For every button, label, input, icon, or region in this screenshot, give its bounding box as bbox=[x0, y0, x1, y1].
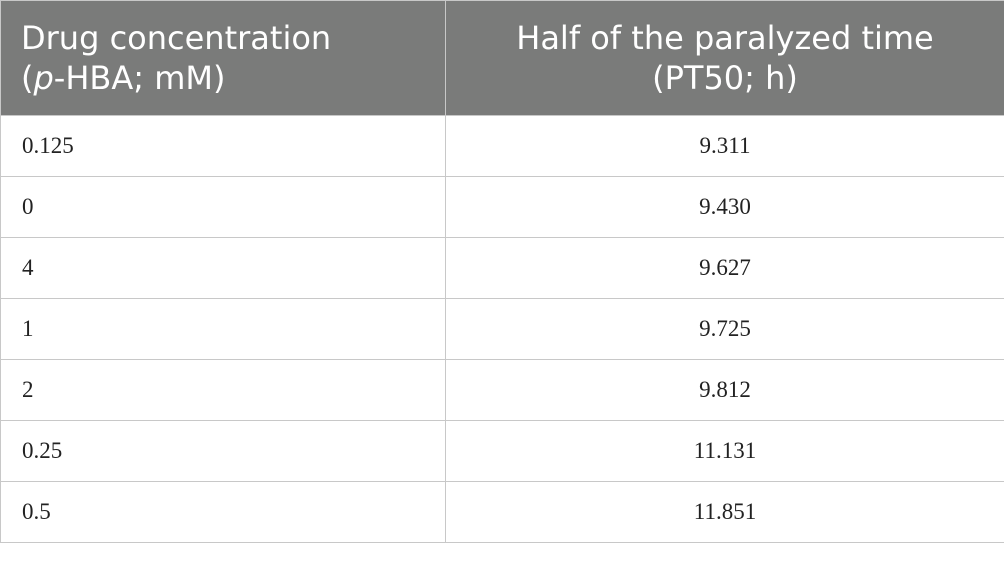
cell-concentration: 0.125 bbox=[0, 115, 446, 177]
header-col1-line2: (p-HBA; mM) bbox=[21, 58, 445, 98]
cell-pt50: 9.725 bbox=[445, 298, 1004, 360]
table-row: 0 9.430 bbox=[0, 176, 1004, 238]
table-row: 0.125 9.311 bbox=[0, 115, 1004, 177]
table-row: 2 9.812 bbox=[0, 359, 1004, 421]
cell-pt50: 11.851 bbox=[445, 481, 1004, 543]
header-col1-rest: -HBA; mM) bbox=[53, 59, 226, 97]
drug-paralysis-table: Drug concentration (p-HBA; mM) Half of t… bbox=[0, 0, 1004, 543]
table-row: 0.25 11.131 bbox=[0, 420, 1004, 482]
header-col1-open-paren: ( bbox=[21, 59, 34, 97]
table-header: Drug concentration (p-HBA; mM) Half of t… bbox=[0, 0, 1004, 116]
header-paralyzed-time: Half of the paralyzed time (PT50; h) bbox=[445, 0, 1004, 116]
header-col2-line2: (PT50; h) bbox=[652, 59, 798, 97]
cell-pt50: 9.627 bbox=[445, 237, 1004, 299]
cell-pt50: 9.812 bbox=[445, 359, 1004, 421]
header-col1-line1: Drug concentration bbox=[21, 19, 332, 57]
table-row: 1 9.725 bbox=[0, 298, 1004, 360]
cell-concentration: 0.25 bbox=[0, 420, 446, 482]
cell-pt50: 9.430 bbox=[445, 176, 1004, 238]
cell-concentration: 1 bbox=[0, 298, 446, 360]
data-table-container: Drug concentration (p-HBA; mM) Half of t… bbox=[0, 0, 1004, 543]
cell-concentration: 4 bbox=[0, 237, 446, 299]
cell-concentration: 2 bbox=[0, 359, 446, 421]
header-col2-line1: Half of the paralyzed time bbox=[516, 19, 934, 57]
cell-concentration: 0 bbox=[0, 176, 446, 238]
cell-pt50: 9.311 bbox=[445, 115, 1004, 177]
table-body: 0.125 9.311 0 9.430 4 9.627 1 9.725 2 9.… bbox=[0, 115, 1004, 543]
cell-concentration: 0.5 bbox=[0, 481, 446, 543]
table-row: 4 9.627 bbox=[0, 237, 1004, 299]
cell-pt50: 11.131 bbox=[445, 420, 1004, 482]
header-drug-concentration: Drug concentration (p-HBA; mM) bbox=[0, 0, 446, 116]
header-row: Drug concentration (p-HBA; mM) Half of t… bbox=[0, 0, 1004, 116]
table-row: 0.5 11.851 bbox=[0, 481, 1004, 543]
header-col1-italic-p: p bbox=[33, 59, 54, 97]
